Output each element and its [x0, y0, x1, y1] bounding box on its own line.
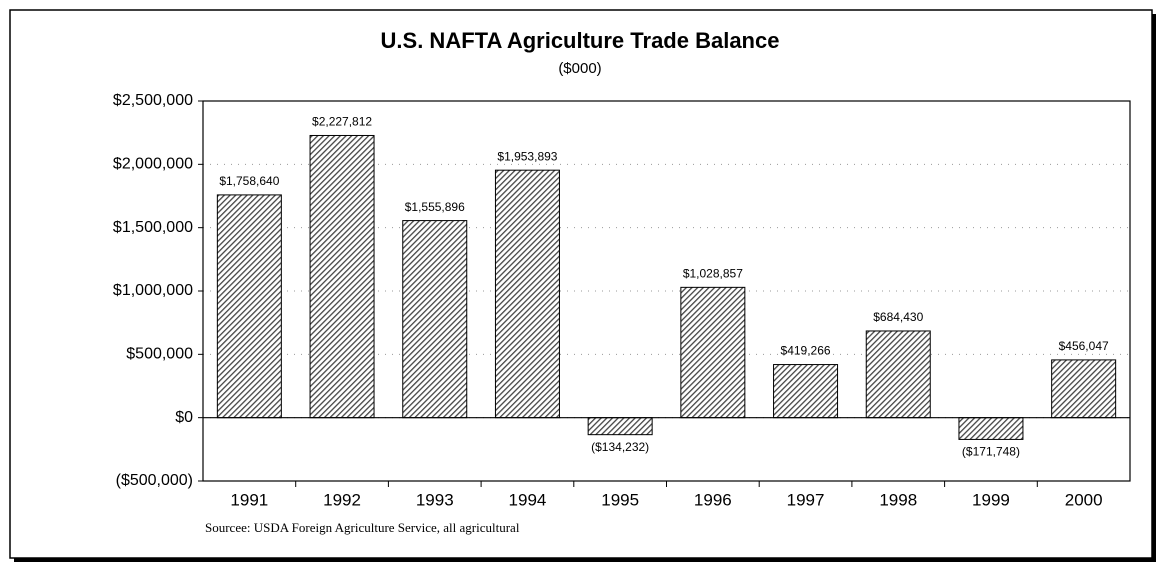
bar — [587, 417, 653, 436]
bar — [958, 417, 1024, 440]
value-label: $456,047 — [1059, 339, 1109, 353]
x-tick-label: 1991 — [230, 490, 268, 509]
y-tick-label: $2,500,000 — [113, 92, 193, 109]
x-tick-label: 1995 — [601, 490, 639, 509]
value-label: $2,227,812 — [312, 115, 372, 129]
y-tick-label: $1,500,000 — [113, 219, 193, 236]
value-label: $1,028,857 — [683, 267, 743, 281]
bar — [309, 134, 375, 419]
bar — [865, 330, 931, 419]
y-tick-label: $1,000,000 — [113, 282, 193, 299]
source-note: Sourcee: USDA Foreign Agriculture Servic… — [205, 520, 520, 535]
value-label: $684,430 — [873, 310, 923, 324]
x-tick-label: 1998 — [879, 490, 917, 509]
bar — [1051, 359, 1117, 419]
value-label: ($171,748) — [962, 445, 1020, 459]
value-label: $1,555,896 — [405, 200, 465, 214]
chart-title: U.S. NAFTA Agriculture Trade Balance — [381, 28, 780, 53]
bar — [402, 220, 468, 419]
x-tick-label: 1992 — [323, 490, 361, 509]
y-tick-label: $0 — [175, 409, 193, 426]
y-tick-label: $2,000,000 — [113, 156, 193, 173]
y-tick-label: $500,000 — [126, 346, 193, 363]
value-label: $419,266 — [781, 344, 831, 358]
x-tick-label: 1994 — [509, 490, 547, 509]
x-tick-label: 1993 — [416, 490, 454, 509]
bar — [680, 286, 746, 419]
x-tick-label: 1997 — [787, 490, 825, 509]
x-tick-label: 1999 — [972, 490, 1010, 509]
value-label: ($134,232) — [591, 440, 649, 454]
value-label: $1,758,640 — [219, 174, 279, 188]
x-tick-label: 2000 — [1065, 490, 1103, 509]
chart-subtitle: ($000) — [558, 60, 601, 77]
x-tick-label: 1996 — [694, 490, 732, 509]
value-label: $1,953,893 — [497, 149, 557, 163]
bar — [773, 364, 839, 419]
bar — [494, 169, 560, 419]
y-tick-label: ($500,000) — [116, 472, 193, 489]
bar — [216, 194, 282, 419]
